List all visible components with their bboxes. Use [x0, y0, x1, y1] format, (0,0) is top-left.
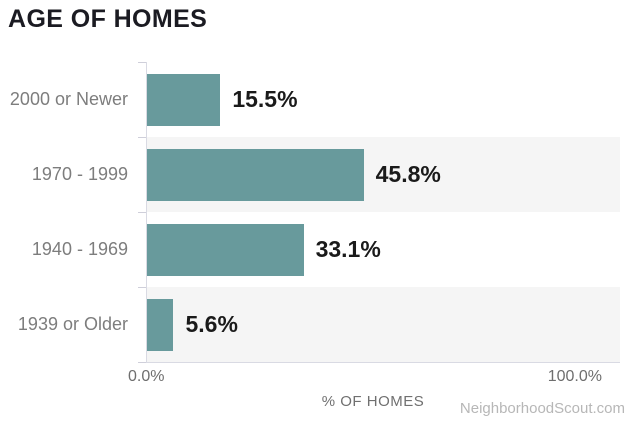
category-label: 1940 - 1969 — [31, 239, 128, 259]
x-tick-label-min: 0.0% — [128, 368, 165, 385]
chart-row: 2000 or Newer 15.5% — [0, 62, 620, 137]
axis-tick — [138, 212, 146, 213]
bar — [147, 73, 221, 126]
bar — [147, 148, 364, 201]
chart-title: AGE OF HOMES — [8, 5, 208, 33]
plot-band: 33.1% — [146, 212, 620, 287]
x-tick-label-max: 100.0% — [547, 368, 602, 385]
axis-tick — [138, 62, 146, 63]
category-label: 1970 - 1999 — [31, 164, 128, 184]
value-label: 33.1% — [315, 236, 381, 262]
plot-band: 45.8% — [146, 137, 620, 212]
axis-tick — [138, 287, 146, 288]
watermark: NeighborhoodScout.com — [459, 400, 625, 417]
x-axis-title: % OF HOMES — [321, 393, 425, 410]
category-label: 1939 or Older — [17, 314, 128, 334]
bar — [147, 298, 174, 351]
value-label: 15.5% — [232, 86, 298, 112]
x-axis-line — [146, 362, 620, 363]
bar — [147, 223, 304, 276]
chart-row: 1939 or Older 5.6% — [0, 287, 620, 362]
chart-row: 1940 - 1969 33.1% — [0, 212, 620, 287]
chart-rows: 2000 or Newer 15.5% 1970 - 1999 45.8% 1940 -… — [0, 62, 620, 362]
plot-band: 15.5% — [146, 62, 620, 137]
chart-row: 1970 - 1999 45.8% — [0, 137, 620, 212]
value-label: 5.6% — [185, 311, 238, 337]
axis-tick — [138, 137, 146, 138]
bar-chart: 2000 or Newer 15.5% 1970 - 1999 45.8% 1940 -… — [0, 62, 620, 410]
value-label: 45.8% — [375, 161, 441, 187]
axis-tick — [138, 362, 146, 363]
plot-band: 5.6% — [146, 287, 620, 362]
category-label: 2000 or Newer — [9, 89, 128, 109]
